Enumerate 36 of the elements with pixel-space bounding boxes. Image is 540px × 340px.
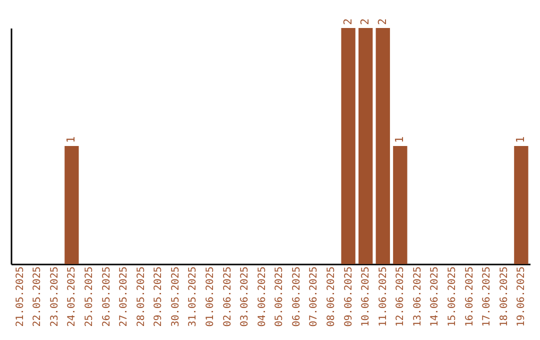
x-tick-label: 04.06.2025 bbox=[256, 266, 268, 327]
x-tick-label: 09.06.2025 bbox=[343, 266, 354, 327]
x-tick-label: 31.05.2025 bbox=[188, 266, 199, 327]
x-tick-label: 23.05.2025 bbox=[49, 266, 60, 327]
x-tick-label: 03.06.2025 bbox=[240, 266, 251, 327]
data-label: 1 bbox=[514, 136, 528, 143]
x-tick-label: 14.06.2025 bbox=[430, 266, 441, 327]
data-label: 1 bbox=[393, 136, 406, 143]
x-tick-label: 07.06.2025 bbox=[308, 266, 320, 327]
x-tick-label: 01.06.2025 bbox=[204, 266, 216, 327]
data-label: 2 bbox=[358, 18, 372, 25]
x-tick-label: 16.06.2025 bbox=[464, 266, 476, 327]
x-tick-label: 30.05.2025 bbox=[170, 266, 182, 327]
x-tick-label: 11.06.2025 bbox=[378, 266, 389, 327]
x-tick-label: 22.05.2025 bbox=[32, 266, 44, 327]
x-tick-label: 26.05.2025 bbox=[101, 266, 112, 327]
x-tick-label: 05.06.2025 bbox=[274, 266, 286, 327]
x-tick-label: 18.06.2025 bbox=[498, 266, 510, 327]
x-tick-label: 10.06.2025 bbox=[360, 266, 372, 327]
x-tick-label: 06.06.2025 bbox=[291, 266, 302, 327]
x-tick-label: 24.05.2025 bbox=[66, 266, 78, 327]
x-tick-label: 12.06.2025 bbox=[395, 266, 406, 327]
x-tick-label: 15.06.2025 bbox=[447, 266, 458, 327]
x-tick-label: 08.06.2025 bbox=[326, 266, 338, 327]
x-tick-label: 27.05.2025 bbox=[118, 266, 130, 327]
data-label: 2 bbox=[376, 18, 389, 25]
x-tick-label: 21.05.2025 bbox=[14, 266, 26, 327]
x-tick-label: 28.05.2025 bbox=[136, 266, 147, 327]
data-label: 1 bbox=[64, 136, 78, 143]
x-tick-label: 13.06.2025 bbox=[412, 266, 424, 327]
x-tick-label: 17.06.2025 bbox=[482, 266, 493, 327]
x-tick-label: 25.05.2025 bbox=[84, 266, 95, 327]
x-tick-label: 02.06.2025 bbox=[222, 266, 234, 327]
x-tick-label: 29.05.2025 bbox=[153, 266, 164, 327]
x-tick-label: 19.06.2025 bbox=[516, 266, 528, 327]
data-label: 2 bbox=[341, 18, 354, 25]
